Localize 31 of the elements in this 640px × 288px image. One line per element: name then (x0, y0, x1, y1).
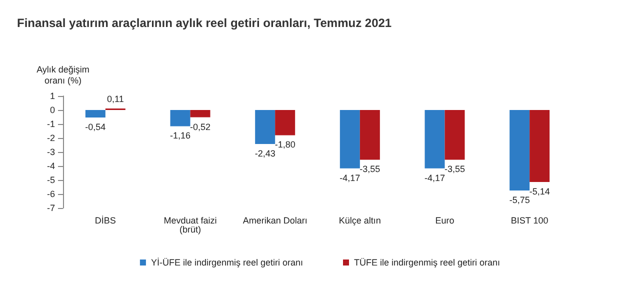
legend-label: TÜFE ile indirgenmiş reel getiri oranı (354, 258, 500, 268)
data-label: -1,16 (170, 130, 191, 141)
data-label: -0,54 (85, 122, 106, 132)
data-label: -5,14 (529, 186, 550, 196)
x-tick-label: Külçe altın (338, 216, 381, 226)
data-label: -2,43 (254, 148, 276, 159)
data-label: -3,55 (444, 164, 466, 174)
y-tick-label: 0 (50, 105, 55, 115)
x-tick-label: Euro (435, 216, 454, 226)
data-label: -1,80 (274, 140, 296, 150)
y-tick-label: -6 (46, 189, 55, 199)
data-label: -5,75 (509, 195, 530, 205)
data-label: -3,55 (360, 164, 380, 174)
data-label: -4,17 (340, 172, 360, 183)
x-tick-label: Mevduat faizi (brüt) (164, 216, 217, 234)
y-tick-label: -2 (46, 133, 55, 143)
x-tick-label: DİBS (94, 216, 116, 226)
y-tick-label: -3 (46, 147, 55, 157)
data-label: -0,52 (190, 122, 211, 132)
chart-title: Finansal yatırım araçlarının aylık reel getiri oranları, Temmuz 2021 (17, 16, 392, 30)
y-tick-label: -5 (46, 175, 55, 185)
y-axis-title: Aylık değişim oranı (%) (36, 64, 90, 86)
x-tick-label: Amerikan Doları (242, 216, 308, 226)
y-tick-label: -7 (46, 203, 55, 213)
legend-label: Yİ-ÜFE ile indirgenmiş reel getiri oranı (150, 258, 304, 268)
y-tick-label: -4 (46, 161, 55, 171)
data-label: -4,17 (424, 172, 446, 183)
y-tick-label: 1 (50, 91, 55, 101)
x-tick-label: BIST 100 (510, 216, 548, 226)
data-label: 0,11 (106, 94, 124, 104)
y-tick-label: -1 (46, 119, 55, 129)
